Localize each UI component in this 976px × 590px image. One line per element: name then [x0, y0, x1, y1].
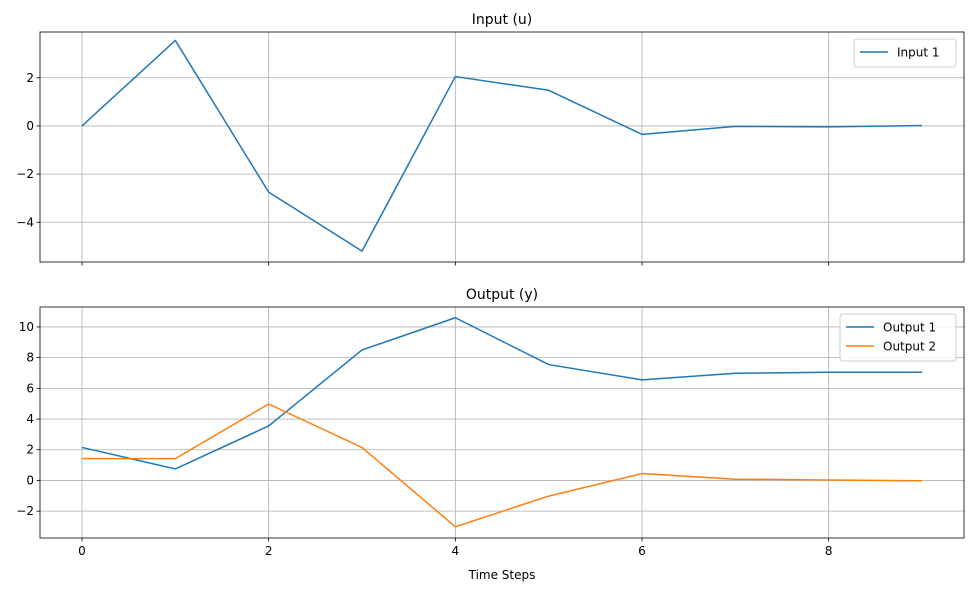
legend-label: Input 1 — [897, 46, 940, 60]
legend-label: Output 2 — [883, 340, 936, 354]
series-line-1 — [81, 39, 923, 252]
x-tick-label: 0 — [78, 544, 86, 558]
series-line-2 — [82, 403, 923, 528]
x-axis-label: Time Steps — [468, 568, 536, 582]
x-tick-label: 2 — [265, 544, 273, 558]
legend: Input 1 — [853, 38, 957, 68]
legend: Output 1 Output 2 — [839, 313, 957, 362]
axes-frame — [39, 31, 965, 263]
y-tick-label: 2 — [26, 443, 34, 457]
subplot-title: Output (y) — [466, 287, 538, 303]
y-tick-label: 2 — [26, 71, 34, 85]
y-tick-label: −2 — [16, 167, 34, 181]
y-tick-label: 8 — [26, 351, 34, 365]
y-tick-label: 4 — [26, 412, 34, 426]
y-tick-label: 10 — [19, 320, 34, 334]
legend-label: Output 1 — [883, 321, 936, 335]
output-subplot: 0 2 4 6 8 −2 0 2 4 6 8 10 Output (y) Time Steps Output… — [16, 287, 965, 582]
series-line-1 — [81, 316, 922, 470]
subplot-title: Input (u) — [472, 12, 533, 28]
legend-box — [853, 38, 957, 68]
y-tick-label: 0 — [26, 473, 34, 487]
y-tick-label: 6 — [26, 381, 34, 395]
y-tick-label: −4 — [16, 215, 34, 229]
legend-box — [839, 313, 957, 362]
y-tick-label: 0 — [26, 119, 34, 133]
axes-frame — [39, 306, 965, 539]
x-tick-label: 8 — [825, 544, 833, 558]
x-tick-label: 4 — [452, 544, 460, 558]
y-tick-label: −2 — [16, 504, 34, 518]
input-subplot: −4 −2 0 2 Input (u) Input 1 — [16, 12, 965, 266]
x-tick-label: 6 — [638, 544, 646, 558]
